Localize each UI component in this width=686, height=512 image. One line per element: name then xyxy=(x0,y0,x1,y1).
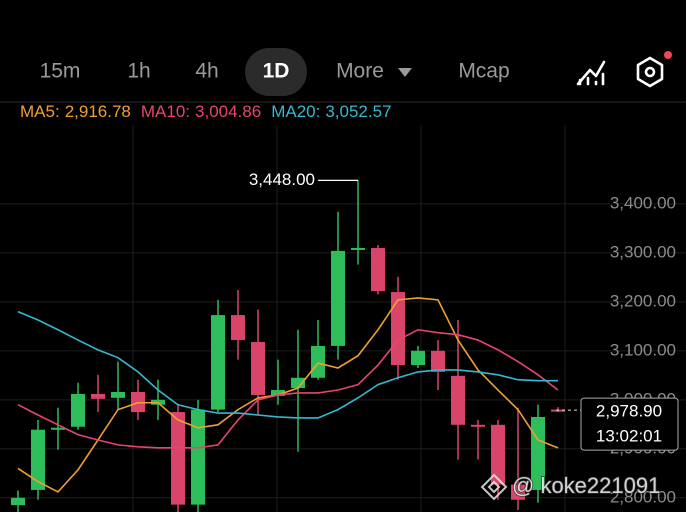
y-tick-label: 3,200.00 xyxy=(610,291,676,310)
legend-name: MA10: xyxy=(141,102,190,121)
tab[interactable]: 15m xyxy=(40,60,81,83)
legend-name: MA20: xyxy=(271,102,320,121)
candle-body xyxy=(251,342,265,395)
tab[interactable]: Mcap xyxy=(458,60,509,83)
candle-body xyxy=(51,427,65,430)
y-tick-label: 3,400.00 xyxy=(610,193,676,212)
watermark-logo xyxy=(480,473,508,501)
candle-body xyxy=(431,350,445,372)
indicator-icon[interactable] xyxy=(576,60,606,86)
y-tick-label: 3,100.00 xyxy=(610,340,676,359)
y-tick-label: 3,300.00 xyxy=(610,242,676,261)
max-annotation: 3,448.00 xyxy=(249,170,315,189)
legend-value: 3,052.57 xyxy=(325,102,391,121)
settings-icon[interactable] xyxy=(636,51,672,88)
watermark: @ koke221091 xyxy=(512,473,660,498)
horizontal-grid xyxy=(0,203,686,499)
vertical-grid xyxy=(132,125,566,512)
candle-body xyxy=(371,247,385,292)
candle-body xyxy=(331,250,345,346)
candle-body xyxy=(271,390,285,396)
legend-value: 2,916.78 xyxy=(65,102,131,121)
ma-line xyxy=(17,297,559,493)
ma-legend: MA5: 2,916.78 MA10: 3,004.86 MA20: 3,052.57 xyxy=(20,102,392,121)
countdown: 13:02:01 xyxy=(596,427,662,446)
dropdown-caret xyxy=(398,68,412,77)
tab[interactable]: 4h xyxy=(195,60,218,83)
y-tick-label: 2,800.00 xyxy=(610,487,676,506)
candle-body xyxy=(231,315,245,341)
candle-body xyxy=(351,247,365,250)
candle-body xyxy=(191,409,205,505)
candle-body xyxy=(291,377,305,389)
overlay: 2,800.002,900.003,000.003,100.003,200.00… xyxy=(249,170,679,506)
tab-selected-bg xyxy=(245,48,307,96)
candle-body xyxy=(491,424,505,485)
legend-value: 3,004.86 xyxy=(195,102,261,121)
candle-body xyxy=(31,429,45,490)
candle-body xyxy=(11,497,25,506)
candle-body xyxy=(391,292,405,366)
candle-body xyxy=(111,391,125,398)
candle-body xyxy=(171,412,185,505)
price-label: 2,978.90 xyxy=(596,402,662,421)
legend-name: MA5: xyxy=(20,102,60,121)
candle-body xyxy=(411,350,425,366)
candle-body xyxy=(91,393,105,399)
candle-body xyxy=(311,345,325,378)
candle-body xyxy=(211,315,225,410)
tab[interactable]: 1h xyxy=(127,60,150,83)
candle-body xyxy=(71,393,85,427)
candle-body xyxy=(471,424,485,427)
tab[interactable]: More xyxy=(336,60,384,83)
plot-area xyxy=(11,180,565,512)
price-box xyxy=(580,397,679,451)
candle-body xyxy=(451,375,465,425)
interval-tabs: 15m 1h 4h 1D More Mcap xyxy=(40,48,510,96)
candle-body xyxy=(511,484,525,500)
ma-line xyxy=(17,310,558,419)
notification-dot xyxy=(664,51,672,59)
ma-line xyxy=(17,328,559,449)
tab[interactable]: 1D xyxy=(263,60,290,83)
